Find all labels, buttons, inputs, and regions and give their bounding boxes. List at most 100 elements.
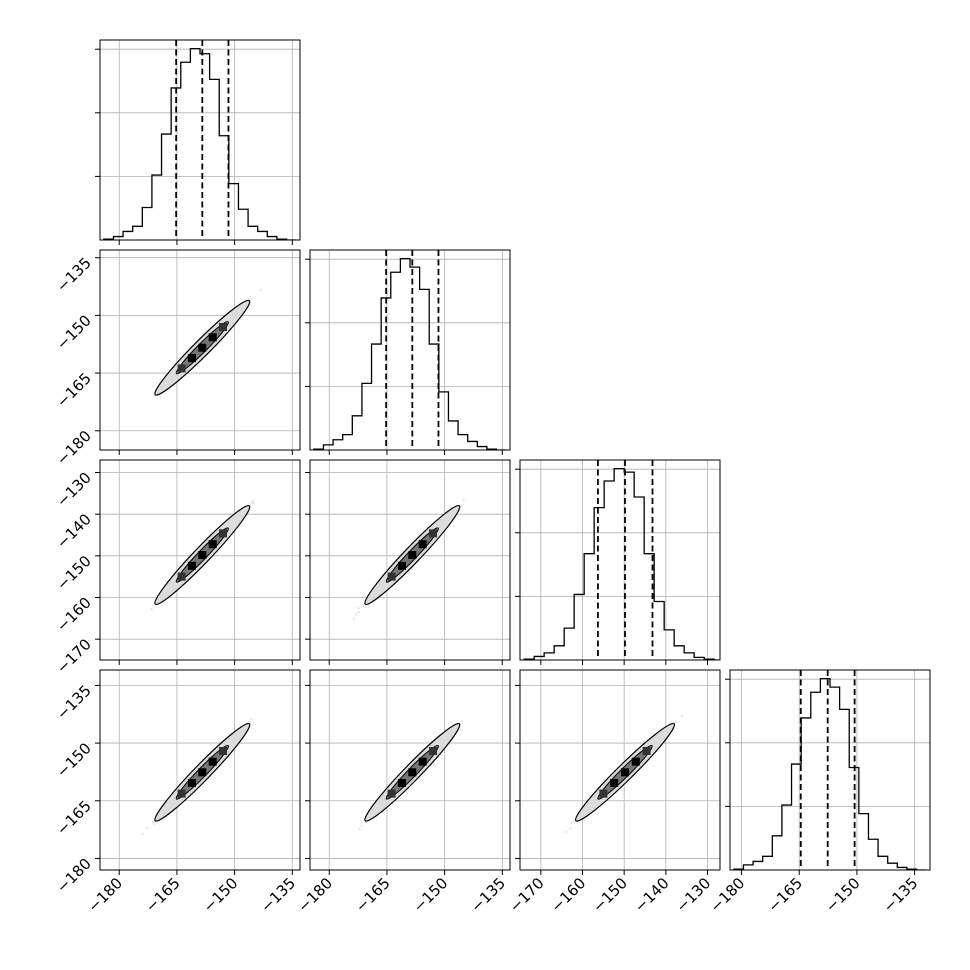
- scatter-point: [247, 720, 251, 724]
- x-tick-label: −180: [84, 874, 126, 916]
- density-cell: [387, 789, 396, 798]
- panel-frame: [309, 249, 511, 451]
- hist-panel-0: [95, 39, 301, 245]
- x-tick-label: −135: [467, 874, 509, 916]
- panel-frame: [99, 39, 301, 241]
- panel-frame: [519, 669, 721, 871]
- scatter-panel-1-0: −180 −165 −150 −135: [53, 249, 301, 469]
- density-cell: [610, 778, 619, 787]
- x-tick-label: −130: [672, 874, 714, 916]
- scatter-point: [460, 504, 463, 507]
- hist-panel-2: [515, 459, 721, 665]
- hist-panel-3: −180 −165 −150 −135: [707, 669, 931, 916]
- scatter-point: [358, 828, 361, 831]
- density-cell: [418, 757, 427, 766]
- density-cell: [429, 746, 438, 755]
- scatter-point: [357, 606, 361, 610]
- density-cell: [219, 746, 228, 755]
- hist-panel-1: [305, 249, 511, 455]
- x-tick-label: −135: [257, 874, 299, 916]
- panel-frame: [309, 669, 511, 871]
- histogram-step: [733, 677, 927, 870]
- density-cell: [208, 333, 217, 342]
- x-tick-label: −150: [200, 874, 242, 916]
- scatter-point: [250, 717, 253, 721]
- scatter-point: [361, 604, 365, 608]
- y-tick-label: −165: [53, 797, 95, 839]
- density-cell: [219, 529, 228, 538]
- scatter-point: [354, 613, 358, 617]
- scatter-point: [573, 820, 576, 824]
- histogram-step: [313, 257, 507, 450]
- scatter-panel-2-0: −170−160−150−140−130: [53, 459, 301, 677]
- density-cell: [208, 757, 217, 766]
- density-cell: [198, 768, 207, 777]
- density-cell: [429, 529, 438, 538]
- y-tick-label: −130: [53, 469, 95, 511]
- scatter-point: [250, 500, 254, 504]
- x-tick-label: −180: [294, 874, 336, 916]
- scatter-point: [460, 719, 463, 723]
- panel-frame: [729, 669, 931, 871]
- y-tick-label: −160: [53, 594, 95, 636]
- density-cell: [177, 789, 186, 798]
- scatter-panel-3-1: −180 −165 −150 −135: [294, 669, 511, 916]
- histogram-step: [103, 47, 297, 240]
- density-cell: [418, 540, 427, 549]
- panel-frame: [519, 459, 721, 661]
- scatter-point: [249, 295, 252, 299]
- x-tick-label: −150: [410, 874, 452, 916]
- y-tick-label: −150: [53, 739, 95, 781]
- x-tick-label: −180: [707, 874, 749, 916]
- y-tick-label: −180: [53, 855, 95, 897]
- x-tick-label: −135: [880, 874, 922, 916]
- density-cell: [631, 757, 640, 766]
- scatter-panel-3-2: −170 −160 −150 −140 −130: [506, 669, 721, 916]
- scatter-point: [251, 499, 254, 502]
- density-cell: [397, 778, 406, 787]
- density-cell: [599, 789, 608, 798]
- x-tick-label: −150: [589, 874, 631, 916]
- density-cell: [198, 551, 207, 559]
- scatter-point: [360, 824, 363, 827]
- y-tick-label: −140: [53, 510, 95, 552]
- density-cell: [187, 354, 196, 363]
- y-tick-label: −135: [53, 681, 95, 723]
- histogram-step: [523, 467, 720, 660]
- panel-frame: [309, 459, 511, 661]
- density-cell: [387, 572, 396, 581]
- density-cell: [198, 343, 207, 352]
- scatter-point: [248, 502, 252, 506]
- y-tick-label: −135: [53, 254, 95, 296]
- y-tick-label: −150: [53, 311, 95, 353]
- x-tick-label: −165: [142, 874, 184, 916]
- x-tick-label: −140: [631, 874, 673, 916]
- density-cell: [408, 551, 417, 559]
- scatter-point: [352, 617, 356, 621]
- density-cell: [219, 322, 228, 331]
- y-tick-label: −150: [53, 552, 95, 594]
- scatter-point: [363, 605, 367, 609]
- scatter-panel-2-1: [305, 459, 511, 665]
- scatter-point: [150, 607, 153, 611]
- panel-frame: [99, 669, 301, 871]
- scatter-point: [252, 501, 255, 505]
- y-tick-label: −170: [53, 635, 95, 677]
- density-cell: [621, 768, 629, 777]
- scatter-point: [462, 499, 465, 502]
- density-cell: [208, 540, 217, 549]
- panel-frame: [99, 249, 301, 451]
- scatter-point: [569, 827, 572, 830]
- y-tick-label: −180: [53, 427, 95, 469]
- density-cell: [187, 778, 196, 787]
- scatter-point: [680, 714, 684, 718]
- density-cell: [408, 768, 417, 777]
- scatter-point: [357, 610, 361, 614]
- y-tick-label: −165: [53, 369, 95, 411]
- scatter-point: [674, 720, 678, 724]
- x-tick-label: −165: [352, 874, 394, 916]
- x-tick-label: −150: [822, 874, 864, 916]
- density-cell: [642, 746, 651, 755]
- x-tick-label: −170: [506, 874, 548, 916]
